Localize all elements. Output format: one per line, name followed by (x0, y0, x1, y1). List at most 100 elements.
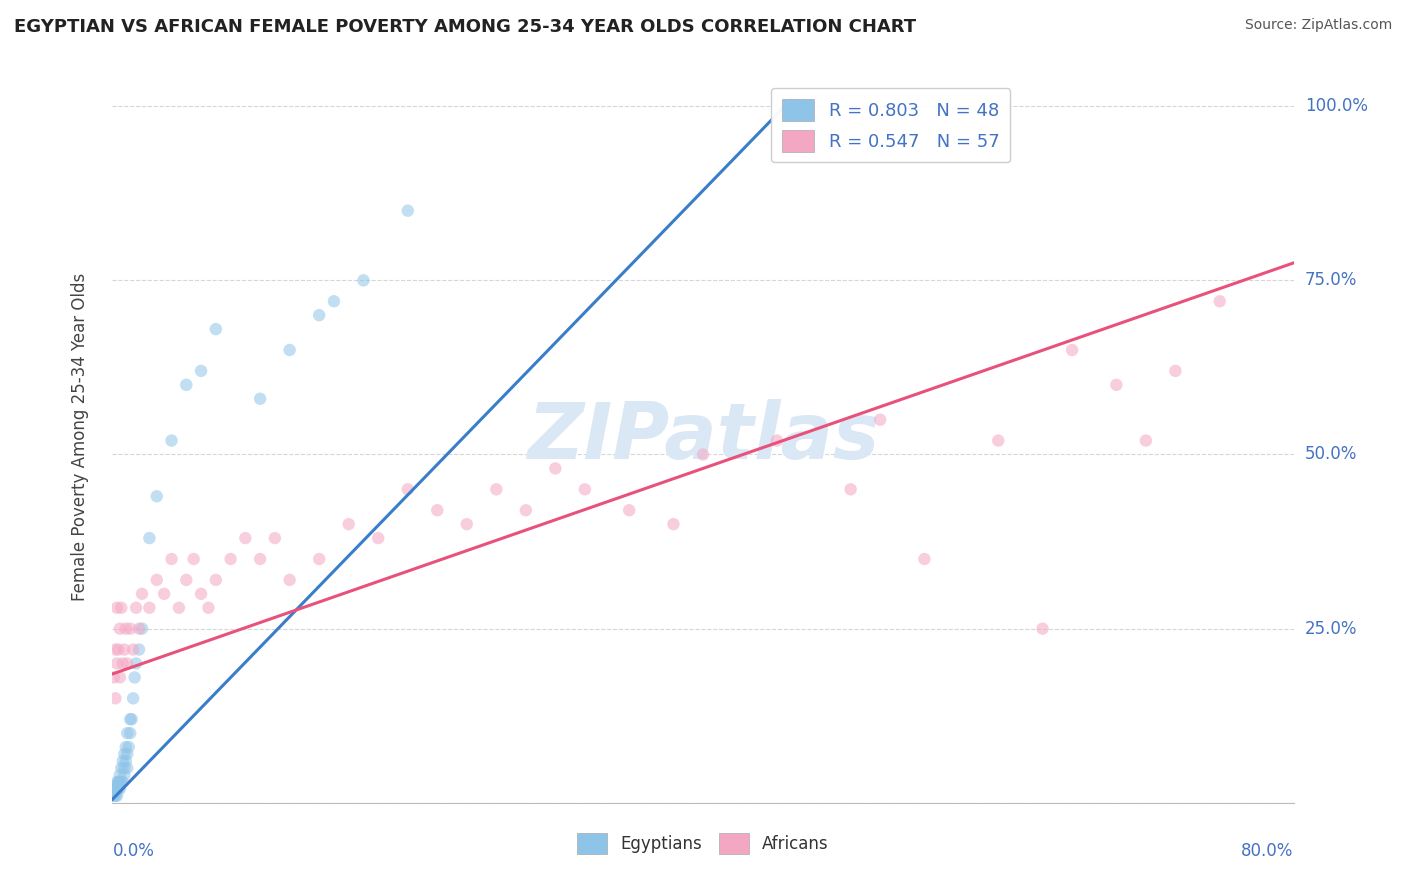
Point (205, 322, 228, 336)
Point (111, 775, 134, 789)
Point (146, 489, 169, 503)
Point (114, 622, 136, 636)
Point (104, 778, 127, 792)
Point (174, 573, 197, 587)
Point (1135, 434, 1157, 448)
Point (544, 461, 567, 475)
Point (128, 642, 150, 657)
Point (138, 600, 160, 615)
Point (108, 775, 131, 789)
Point (323, 294, 346, 309)
Point (692, 448, 714, 462)
Point (104, 785, 127, 799)
Point (869, 412, 891, 426)
Point (103, 789, 125, 803)
Point (138, 531, 160, 545)
Text: Source: ZipAtlas.com: Source: ZipAtlas.com (1244, 18, 1392, 32)
Point (107, 775, 129, 789)
Point (111, 754, 134, 768)
Point (111, 657, 134, 671)
Point (104, 691, 127, 706)
Point (105, 789, 128, 803)
Point (114, 740, 136, 755)
Point (839, 483, 862, 497)
Text: EGYPTIAN VS AFRICAN FEMALE POVERTY AMONG 25-34 YEAR OLDS CORRELATION CHART: EGYPTIAN VS AFRICAN FEMALE POVERTY AMONG… (14, 18, 917, 36)
Text: 50.0%: 50.0% (1305, 445, 1357, 464)
Point (249, 552, 271, 566)
Point (112, 768, 135, 782)
Point (117, 657, 138, 671)
Point (107, 778, 129, 792)
Point (308, 552, 330, 566)
Point (108, 768, 131, 782)
Point (124, 670, 146, 684)
Point (396, 203, 419, 218)
Point (396, 483, 419, 497)
Point (426, 503, 449, 517)
Point (278, 343, 301, 357)
Text: ZIPatlas: ZIPatlas (527, 399, 879, 475)
Point (574, 483, 596, 497)
Point (914, 552, 936, 566)
Point (112, 642, 135, 657)
Point (1032, 622, 1054, 636)
Text: 25.0%: 25.0% (1305, 620, 1357, 638)
Point (146, 573, 169, 587)
Point (105, 775, 128, 789)
Point (114, 754, 136, 768)
Point (153, 587, 176, 601)
Point (308, 308, 330, 322)
Point (108, 781, 131, 796)
Point (117, 726, 138, 740)
Y-axis label: Female Poverty Among 25-34 Year Olds: Female Poverty Among 25-34 Year Olds (70, 273, 89, 601)
Point (167, 600, 190, 615)
Text: 0.0%: 0.0% (112, 842, 155, 860)
Point (1062, 343, 1084, 357)
Point (190, 587, 212, 601)
Point (456, 517, 478, 532)
Point (105, 600, 128, 615)
Point (1105, 377, 1128, 392)
Point (120, 712, 142, 726)
Point (108, 622, 131, 636)
Point (112, 747, 135, 761)
Point (105, 781, 128, 796)
Point (103, 670, 125, 684)
Point (105, 657, 128, 671)
Point (662, 517, 685, 532)
Point (122, 691, 145, 706)
Text: 80.0%: 80.0% (1241, 842, 1294, 860)
Point (160, 552, 183, 566)
Point (128, 622, 150, 636)
Point (108, 670, 131, 684)
Point (112, 761, 135, 775)
Point (1208, 294, 1232, 309)
Point (352, 273, 374, 287)
Point (117, 747, 138, 761)
Point (107, 781, 129, 796)
Point (197, 600, 219, 615)
Point (110, 761, 132, 775)
Point (104, 789, 127, 803)
Point (125, 600, 148, 615)
Point (367, 531, 389, 545)
Point (515, 503, 537, 517)
Point (264, 531, 287, 545)
Point (117, 761, 138, 775)
Point (160, 434, 183, 448)
Point (122, 642, 145, 657)
Point (337, 517, 360, 532)
Point (104, 642, 127, 657)
Point (174, 377, 197, 392)
Legend: Egyptians, Africans: Egyptians, Africans (571, 827, 835, 860)
Point (766, 434, 789, 448)
Text: 75.0%: 75.0% (1305, 271, 1357, 289)
Point (131, 587, 153, 601)
Point (118, 740, 141, 755)
Point (104, 781, 127, 796)
Point (1164, 364, 1187, 378)
Point (278, 573, 301, 587)
Point (131, 622, 153, 636)
Point (120, 726, 142, 740)
Point (125, 657, 148, 671)
